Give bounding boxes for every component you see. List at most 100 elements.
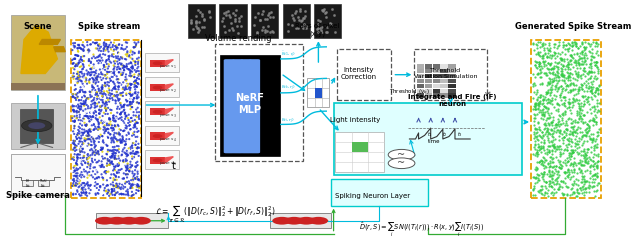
Point [543,121,554,125]
Point [116,111,126,115]
Point [115,139,125,143]
Point [74,142,84,146]
Point [591,61,601,64]
Bar [22,180,33,186]
Point [568,65,578,69]
Point [73,43,83,47]
Point [536,64,546,68]
Point [100,154,111,158]
Point [84,142,94,146]
Point [73,76,83,80]
Point [79,94,90,98]
Point [110,136,120,140]
Point [551,122,561,126]
Point [96,45,106,49]
Point [199,17,209,21]
Point [531,154,541,158]
Point [92,92,102,96]
Point [68,108,78,112]
Point [113,97,123,101]
Point [93,152,104,156]
Point [114,103,124,107]
Point [545,53,556,57]
Point [81,76,91,80]
Point [120,159,131,163]
Point [586,76,596,80]
Point [551,169,561,173]
Point [565,129,575,133]
Point [573,121,583,124]
Point [124,124,134,128]
Point [97,163,108,167]
Point [93,87,104,91]
Point [116,128,126,132]
Point [74,88,84,92]
Point [75,166,85,170]
Point [119,68,129,72]
Point [547,77,557,81]
Point [575,106,585,110]
Point [532,88,542,92]
Point [111,124,121,128]
Bar [145,77,179,97]
Point [84,57,94,61]
Point [115,137,125,141]
Point [543,174,554,178]
Point [108,189,118,193]
Point [70,169,81,173]
Point [102,80,113,84]
Point [555,114,565,118]
Point [547,185,557,189]
Point [85,73,95,77]
Point [570,144,580,148]
Point [129,113,139,117]
Point [575,114,586,118]
Point [70,174,80,178]
Point [120,146,130,150]
Point [552,109,563,113]
Point [79,191,89,195]
Point [85,194,95,198]
Point [593,92,604,95]
Point [84,129,95,133]
Point [260,30,270,34]
Point [586,145,596,149]
Point [543,130,553,134]
Point [86,110,96,114]
Point [547,123,557,127]
Point [113,77,124,81]
Point [534,62,544,66]
Point [122,175,132,179]
Point [547,96,557,100]
Point [110,168,120,172]
Point [104,60,115,63]
Point [577,50,587,53]
Point [77,187,87,191]
Point [130,63,140,67]
Point [568,88,579,92]
Point [96,98,106,102]
Point [109,82,120,86]
Point [117,141,127,144]
Point [109,165,119,169]
Point [108,184,118,188]
Point [532,46,542,50]
Point [527,42,538,46]
Point [121,72,131,76]
Point [130,152,140,156]
Point [545,164,556,168]
Point [532,180,542,184]
Point [78,90,88,94]
Point [557,73,567,77]
Point [536,93,546,97]
Point [529,116,539,120]
Point [104,116,115,120]
Point [563,142,573,146]
Point [551,125,561,129]
Point [557,71,568,75]
Point [557,72,567,76]
Point [531,52,541,56]
Point [542,46,552,50]
Point [69,146,79,150]
Point [109,193,120,197]
